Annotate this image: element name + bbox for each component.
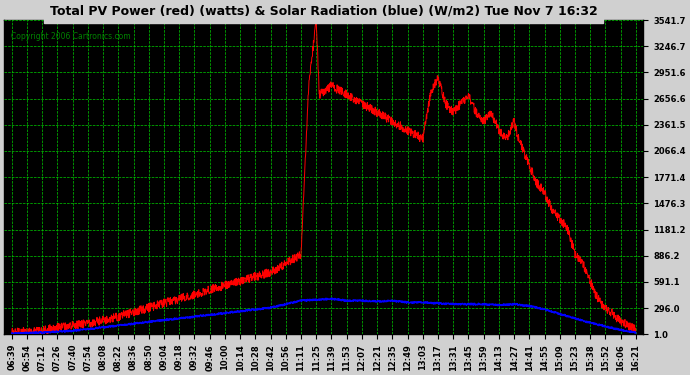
- Title: Total PV Power (red) (watts) & Solar Radiation (blue) (W/m2) Tue Nov 7 16:32: Total PV Power (red) (watts) & Solar Rad…: [50, 4, 598, 17]
- Text: Copyright 2006 Cartronics.com: Copyright 2006 Cartronics.com: [10, 32, 130, 41]
